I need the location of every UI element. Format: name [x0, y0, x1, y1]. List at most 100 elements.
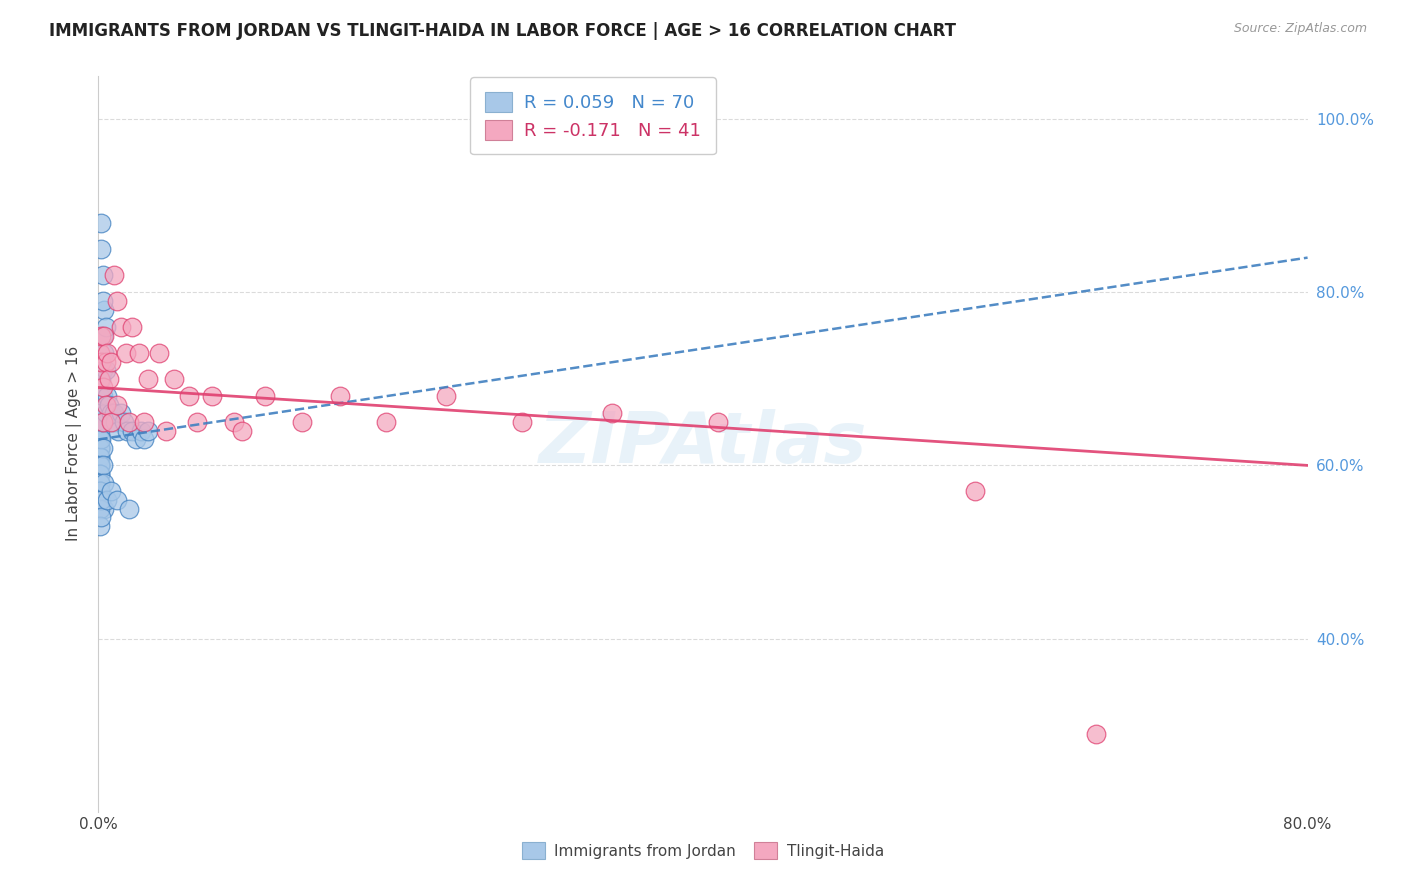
Point: [89, 407, 111, 421]
Point: [89, 433, 111, 447]
Point: [90, 398, 112, 412]
Point: [89, 475, 111, 490]
Point: [129, 424, 152, 438]
Point: [115, 424, 138, 438]
Point: [89, 519, 111, 533]
Point: [89, 475, 111, 490]
Point: [89, 415, 111, 429]
Point: [90, 372, 112, 386]
Point: [89, 372, 111, 386]
Point: [101, 415, 124, 429]
Point: [91, 415, 114, 429]
Point: [110, 319, 132, 334]
Point: [91, 458, 114, 473]
Point: [91, 441, 114, 455]
Point: [89, 441, 111, 455]
Point: [89, 458, 111, 473]
Point: [89, 424, 111, 438]
Point: [105, 493, 128, 508]
Text: IMMIGRANTS FROM JORDAN VS TLINGIT-HAIDA IN LABOR FORCE | AGE > 16 CORRELATION CH: IMMIGRANTS FROM JORDAN VS TLINGIT-HAIDA …: [49, 22, 956, 40]
Point: [91, 293, 114, 308]
Point: [148, 346, 170, 360]
Point: [91, 268, 114, 282]
Point: [89, 450, 111, 464]
Point: [90, 216, 112, 230]
Point: [90, 415, 112, 429]
Point: [103, 407, 125, 421]
Point: [93, 302, 115, 317]
Point: [105, 293, 128, 308]
Point: [163, 372, 186, 386]
Point: [231, 424, 253, 438]
Point: [100, 407, 122, 421]
Point: [94, 398, 117, 412]
Point: [90, 354, 112, 368]
Point: [89, 484, 111, 499]
Point: [89, 346, 111, 360]
Point: [89, 441, 111, 455]
Point: [253, 389, 276, 403]
Point: [110, 407, 132, 421]
Point: [96, 389, 118, 403]
Point: [125, 433, 148, 447]
Point: [90, 354, 112, 368]
Point: [179, 389, 201, 403]
Point: [91, 328, 114, 343]
Point: [89, 398, 111, 412]
Point: [965, 484, 987, 499]
Point: [100, 354, 122, 368]
Point: [89, 441, 111, 455]
Point: [90, 242, 112, 256]
Point: [91, 415, 114, 429]
Point: [107, 424, 129, 438]
Point: [118, 501, 141, 516]
Point: [89, 475, 111, 490]
Point: [89, 458, 111, 473]
Point: [121, 424, 143, 438]
Point: [100, 415, 122, 429]
Point: [89, 424, 111, 438]
Point: [93, 501, 115, 516]
Point: [91, 363, 114, 377]
Point: [104, 415, 127, 429]
Point: [114, 346, 136, 360]
Point: [132, 415, 155, 429]
Point: [93, 346, 115, 360]
Point: [90, 510, 112, 524]
Point: [186, 415, 208, 429]
Point: [291, 415, 314, 429]
Point: [89, 389, 111, 403]
Point: [89, 484, 111, 499]
Point: [89, 501, 111, 516]
Point: [93, 475, 115, 490]
Point: [89, 467, 111, 481]
Point: [121, 319, 143, 334]
Point: [96, 346, 118, 360]
Point: [136, 372, 159, 386]
Point: [103, 268, 125, 282]
Point: [1085, 727, 1108, 741]
Point: [90, 328, 112, 343]
Point: [132, 433, 155, 447]
Point: [128, 346, 150, 360]
Point: [94, 354, 117, 368]
Point: [94, 319, 117, 334]
Point: [89, 433, 111, 447]
Point: [105, 398, 128, 412]
Y-axis label: In Labor Force | Age > 16: In Labor Force | Age > 16: [66, 346, 83, 541]
Point: [94, 363, 117, 377]
Point: [98, 372, 121, 386]
Point: [112, 415, 135, 429]
Point: [98, 398, 121, 412]
Point: [374, 415, 396, 429]
Text: ZIPAtlas: ZIPAtlas: [538, 409, 868, 478]
Point: [89, 493, 111, 508]
Point: [90, 433, 112, 447]
Point: [93, 328, 115, 343]
Point: [89, 415, 111, 429]
Legend: Immigrants from Jordan, Tlingit-Haida: Immigrants from Jordan, Tlingit-Haida: [515, 835, 891, 867]
Point: [136, 424, 159, 438]
Point: [510, 415, 533, 429]
Point: [89, 467, 111, 481]
Point: [707, 415, 730, 429]
